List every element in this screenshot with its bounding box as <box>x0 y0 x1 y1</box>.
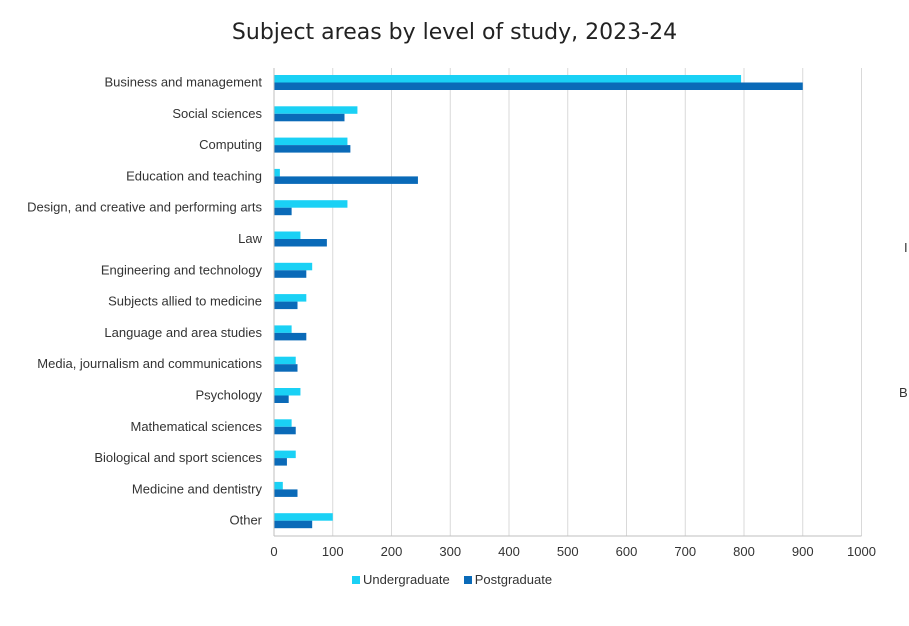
legend-label-postgraduate: Postgraduate <box>474 572 553 587</box>
bar-postgraduate <box>274 113 345 122</box>
bar-undergraduate <box>274 168 280 177</box>
bar-undergraduate <box>274 294 307 302</box>
category-label: Psychology <box>196 388 263 403</box>
legend: Undergraduate Postgraduate <box>352 572 552 587</box>
bar-postgraduate <box>274 489 298 497</box>
chart-title: Subject areas by level of study, 2023-24 <box>231 20 678 45</box>
bar-undergraduate <box>274 75 742 83</box>
legend-swatch-postgraduate <box>463 575 472 584</box>
category-label: Language and area studies <box>104 325 262 340</box>
bar-postgraduate <box>274 176 418 184</box>
x-tick-label: 1000 <box>847 544 876 559</box>
category-label: Education and teaching <box>126 168 262 183</box>
bar-postgraduate <box>274 458 287 466</box>
bar-postgraduate <box>274 82 803 90</box>
x-tick-label: 300 <box>439 544 461 559</box>
x-tick-label: 900 <box>792 544 814 559</box>
category-label: Design, and creative and performing arts <box>27 200 262 215</box>
category-label: Medicine and dentistry <box>132 481 263 496</box>
x-tick-label: 500 <box>557 544 579 559</box>
category-label: Mathematical sciences <box>131 419 263 434</box>
x-tick-label: 600 <box>616 544 638 559</box>
bar-postgraduate <box>274 332 307 341</box>
category-label: Engineering and technology <box>101 262 263 277</box>
bar-postgraduate <box>274 301 298 310</box>
category-label: Computing <box>199 137 262 152</box>
bar-undergraduate <box>274 481 283 490</box>
x-tick-label: 100 <box>322 544 344 559</box>
bars <box>274 75 803 529</box>
legend-item-undergraduate: Undergraduate <box>352 572 450 587</box>
legend-label-undergraduate: Undergraduate <box>363 572 450 587</box>
clipped-text-fragment-lower: B <box>899 385 908 400</box>
category-label: Subjects allied to medicine <box>108 294 262 309</box>
category-label: Other <box>229 513 262 528</box>
x-tick-label: 0 <box>270 544 277 559</box>
axes <box>273 68 862 537</box>
bar-undergraduate <box>274 262 313 271</box>
category-label: Biological and sport sciences <box>94 450 262 465</box>
bar-postgraduate <box>274 364 298 372</box>
x-tick-label: 800 <box>733 544 755 559</box>
category-label: Law <box>238 231 262 246</box>
bar-postgraduate <box>274 270 307 278</box>
bar-undergraduate <box>274 513 333 521</box>
x-tick-labels: 0 100 200 300 400 500 600 700 800 900 1000 <box>270 544 876 559</box>
category-label: Media, journalism and communications <box>37 356 262 371</box>
category-labels: Business and management Social sciences Co… <box>27 75 263 528</box>
bar-undergraduate <box>274 450 296 459</box>
legend-item-postgraduate: Postgraduate <box>463 572 553 587</box>
gridlines <box>332 68 862 536</box>
bar-undergraduate <box>274 388 301 396</box>
bar-undergraduate <box>274 325 292 333</box>
bar-undergraduate <box>274 137 348 146</box>
bar-undergraduate <box>274 356 296 365</box>
bar-undergraduate <box>274 231 301 239</box>
category-label: Social sciences <box>172 106 262 121</box>
x-tick-label: 700 <box>674 544 696 559</box>
x-tick-label: 400 <box>498 544 520 559</box>
clipped-text-fragment-upper: I <box>904 240 908 255</box>
bar-postgraduate <box>274 207 292 216</box>
bar-undergraduate <box>274 419 292 427</box>
bar-undergraduate <box>274 106 358 114</box>
bar-postgraduate <box>274 426 296 435</box>
x-tick-label: 200 <box>381 544 403 559</box>
bar-undergraduate <box>274 200 348 208</box>
bar-postgraduate <box>274 520 313 529</box>
bar-postgraduate <box>274 239 327 247</box>
category-label: Business and management <box>104 75 262 90</box>
legend-swatch-undergraduate <box>352 575 360 584</box>
bar-postgraduate <box>274 145 351 153</box>
bar-postgraduate <box>274 395 289 403</box>
